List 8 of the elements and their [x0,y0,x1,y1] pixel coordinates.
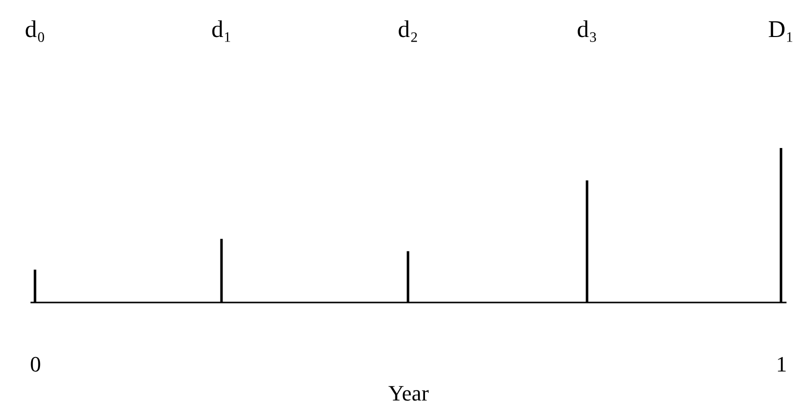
text: d₂ [398,17,418,43]
x-axis-title: Year [388,380,430,406]
text: d₃ [576,17,598,43]
text: d₁ [211,17,232,43]
x-tick-label: 1 [776,352,787,376]
text: D₁ [768,17,794,43]
x-tick-label: 0 [30,352,41,376]
text: d₀ [24,17,46,43]
